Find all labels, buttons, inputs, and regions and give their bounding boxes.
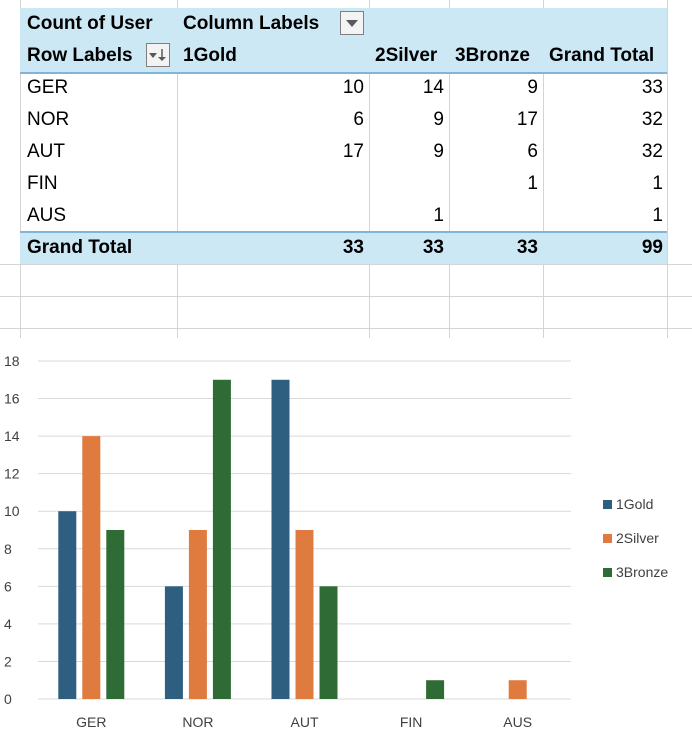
row-filter-button[interactable] [146, 43, 170, 67]
value-cell[interactable]: 1 [527, 173, 538, 194]
grand-total-cell[interactable]: 33 [422, 237, 444, 258]
pivot-column-labels[interactable]: Column Labels [183, 13, 320, 34]
column-header: 3Bronze [455, 45, 530, 66]
pivot-total-band [20, 232, 667, 264]
legend-label: 1Gold [616, 496, 653, 512]
value-cell[interactable] [177, 200, 364, 232]
bar-2silver [188, 530, 207, 699]
value-cell[interactable]: 10 [342, 77, 364, 98]
pivot-header-separator [20, 72, 667, 74]
value-cell[interactable]: 32 [641, 141, 663, 162]
x-tick-label: NOR [182, 714, 213, 730]
x-tick-label: FIN [400, 714, 423, 730]
bar-3bronze [426, 680, 445, 699]
y-tick-label: 16 [4, 391, 20, 407]
column-gridline [20, 0, 21, 338]
grand-total-cell[interactable]: 33 [516, 237, 538, 258]
row-label[interactable]: AUS [27, 205, 67, 226]
sort-filter-icon [149, 49, 166, 61]
y-tick-label: 4 [4, 616, 12, 632]
row-label[interactable]: FIN [27, 173, 58, 194]
y-tick-label: 6 [4, 578, 12, 594]
bar-1gold [164, 586, 183, 699]
bar-3bronze [106, 530, 125, 699]
value-cell[interactable]: 1 [433, 205, 444, 226]
column-gridline [177, 0, 178, 338]
legend-label: 2Silver [616, 530, 659, 546]
value-cell[interactable] [369, 168, 444, 200]
x-tick-label: GER [76, 714, 106, 730]
column-filter-button[interactable] [340, 11, 364, 35]
bar-1gold [58, 511, 77, 699]
y-tick-label: 14 [4, 428, 20, 444]
grand-total-cell[interactable]: 33 [342, 237, 364, 258]
pivot-value-label[interactable]: Count of User [27, 13, 153, 34]
pivot-total-separator [20, 231, 667, 233]
value-cell[interactable]: 9 [433, 141, 444, 162]
value-cell[interactable]: 32 [641, 109, 663, 130]
column-header: Grand Total [549, 45, 655, 66]
value-cell[interactable] [449, 200, 538, 232]
y-tick-label: 10 [4, 503, 20, 519]
row-gridline [0, 264, 692, 265]
row-label[interactable]: NOR [27, 109, 70, 130]
bar-2silver [508, 680, 527, 699]
value-cell[interactable]: 1 [652, 173, 663, 194]
bar-2silver [295, 530, 314, 699]
y-tick-label: 18 [4, 353, 20, 369]
y-tick-label: 12 [4, 466, 20, 482]
x-tick-label: AUT [291, 714, 319, 730]
value-cell[interactable]: 14 [422, 77, 444, 98]
bar-2silver [82, 436, 101, 699]
bar-3bronze [319, 586, 338, 699]
bar-1gold [271, 379, 290, 699]
y-tick-label: 2 [4, 653, 12, 669]
value-cell[interactable] [177, 168, 364, 200]
row-gridline [0, 328, 692, 329]
column-header: 2Silver [375, 45, 438, 66]
column-gridline [369, 0, 370, 338]
legend-swatch [603, 568, 612, 577]
chart-plot: 0 2 4 6 8 10 12 14 16 18 GER NOR AUT FIN AUS 1Gold 2Silv… [4, 353, 668, 730]
legend-swatch [603, 500, 612, 509]
value-cell[interactable]: 1 [652, 205, 663, 226]
grand-total-label[interactable]: Grand Total [27, 237, 133, 258]
column-gridline [449, 0, 450, 338]
pivot-chart[interactable]: 0 2 4 6 8 10 12 14 16 18 GER NOR AUT FIN AUS 1Gold 2Silv… [0, 340, 692, 746]
value-cell[interactable]: 33 [641, 77, 663, 98]
row-label[interactable]: GER [27, 77, 69, 98]
column-gridline [667, 0, 668, 338]
legend-label: 3Bronze [616, 564, 668, 580]
y-tick-label: 0 [4, 691, 12, 707]
column-gridline [543, 0, 544, 338]
grand-total-cell[interactable]: 99 [641, 237, 663, 258]
x-tick-label: AUS [503, 714, 532, 730]
bar-3bronze [212, 379, 231, 699]
value-cell[interactable]: 9 [433, 109, 444, 130]
legend-swatch [603, 534, 612, 543]
value-cell[interactable]: 17 [342, 141, 364, 162]
spreadsheet-area: Count of User Column Labels Row Labels 1… [0, 0, 692, 338]
dropdown-arrow-icon [346, 20, 358, 27]
y-tick-label: 8 [4, 541, 12, 557]
value-cell[interactable]: 17 [516, 109, 538, 130]
column-header: 1Gold [183, 45, 237, 66]
pivot-row-labels[interactable]: Row Labels [27, 45, 133, 66]
value-cell[interactable]: 6 [527, 141, 538, 162]
value-cell[interactable]: 9 [527, 77, 538, 98]
value-cell[interactable]: 6 [353, 109, 364, 130]
row-label[interactable]: AUT [27, 141, 65, 162]
row-gridline [0, 296, 692, 297]
